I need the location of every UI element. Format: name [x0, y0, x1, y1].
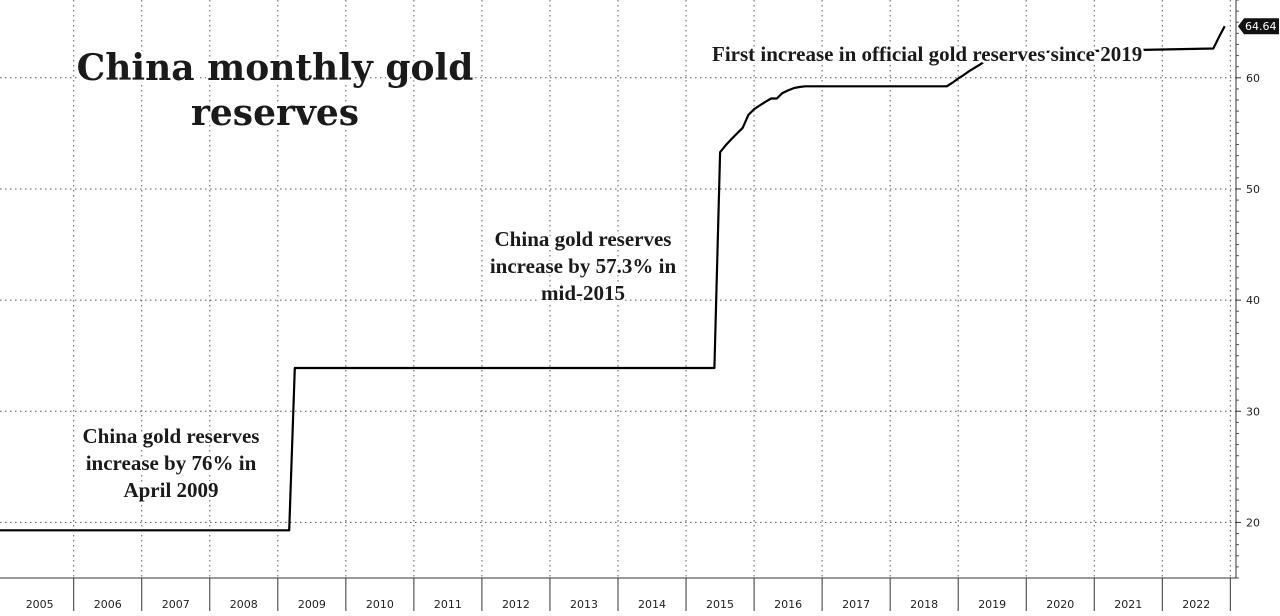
- x-tick-label-2008: 2008: [230, 598, 258, 611]
- y-tick-label-40: 40: [1246, 294, 1260, 307]
- x-tick-label-2018: 2018: [910, 598, 938, 611]
- grid-layer: [0, 0, 1236, 578]
- annotation-mid-2015: China gold reserves increase by 57.3% in m…: [490, 227, 677, 305]
- last-value-label: 64.64: [1245, 20, 1277, 33]
- last-value-badge: 64.64: [1238, 18, 1279, 35]
- chart-title: China monthly gold reserves: [77, 47, 474, 134]
- x-tick-label-2022: 2022: [1182, 598, 1210, 611]
- x-tick-label-2009: 2009: [298, 598, 326, 611]
- x-tick-label-2019: 2019: [978, 598, 1006, 611]
- chart-title-line: China monthly gold: [77, 47, 474, 89]
- x-tick-label-2014: 2014: [638, 598, 666, 611]
- annotation-april-2009-line: April 2009: [123, 478, 218, 502]
- y-tick-label-50: 50: [1246, 183, 1260, 196]
- x-tick-label-2005: 2005: [26, 598, 54, 611]
- x-tick-label-2020: 2020: [1046, 598, 1074, 611]
- y-tick-label-30: 30: [1246, 405, 1260, 418]
- x-tick-label-2012: 2012: [502, 598, 530, 611]
- text-layer: China monthly gold reserves China gold re…: [74, 40, 1145, 505]
- x-tick-label-2010: 2010: [366, 598, 394, 611]
- x-tick-label-2021: 2021: [1114, 598, 1142, 611]
- annotation-april-2009-line: increase by 76% in: [86, 451, 257, 475]
- series-layer: [0, 25, 1226, 532]
- y-tick-label-20: 20: [1246, 516, 1260, 529]
- annotation-april-2009: China gold reserves increase by 76% in Apr…: [83, 424, 260, 502]
- x-tick-label-2016: 2016: [774, 598, 802, 611]
- chart-title-line: reserves: [191, 92, 359, 134]
- x-tick-label-2007: 2007: [162, 598, 190, 611]
- annotation-mid-2015-line: China gold reserves: [495, 227, 672, 251]
- x-tick-label-2011: 2011: [434, 598, 462, 611]
- x-tick-label-2006: 2006: [94, 598, 122, 611]
- annotation-since-2019-line: First increase in official gold reserves…: [712, 42, 1142, 66]
- annotation-since-2019: First increase in official gold reserves…: [712, 42, 1142, 66]
- y-tick-label-60: 60: [1246, 72, 1260, 85]
- x-tick-label-2013: 2013: [570, 598, 598, 611]
- annotation-mid-2015-line: mid-2015: [541, 281, 625, 305]
- last-value-badge-bg: [1238, 18, 1279, 35]
- axis-layer: 20 30 40 50 60 2005 2006 2007 2008 2009 2010 2011 20…: [0, 0, 1260, 611]
- series-line-0: [0, 25, 1226, 532]
- annotation-mid-2015-line: increase by 57.3% in: [490, 254, 677, 278]
- x-tick-label-2017: 2017: [842, 598, 870, 611]
- annotation-april-2009-line: China gold reserves: [83, 424, 260, 448]
- x-tick-label-2015: 2015: [706, 598, 734, 611]
